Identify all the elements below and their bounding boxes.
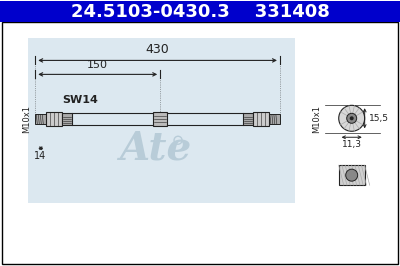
Text: 15,5: 15,5 — [369, 114, 389, 123]
Bar — [243, 113, 253, 125]
Text: 14: 14 — [34, 151, 46, 161]
Bar — [253, 112, 269, 126]
Bar — [339, 165, 365, 185]
Circle shape — [347, 113, 357, 123]
Bar — [35, 114, 46, 124]
Text: 150: 150 — [87, 60, 108, 70]
Bar — [0, 1, 400, 23]
Text: M10x1: M10x1 — [22, 105, 31, 133]
Circle shape — [350, 116, 354, 120]
Text: Ate: Ate — [119, 129, 191, 167]
Text: 24.5103-0430.3    331408: 24.5103-0430.3 331408 — [70, 2, 330, 20]
Circle shape — [339, 105, 365, 131]
Bar — [46, 112, 62, 126]
Text: 430: 430 — [145, 43, 169, 56]
Text: M10x1: M10x1 — [312, 105, 321, 133]
Text: 11,3: 11,3 — [342, 140, 362, 149]
Text: SW14: SW14 — [62, 95, 98, 105]
Circle shape — [346, 169, 358, 181]
Bar — [28, 39, 295, 203]
Bar — [153, 112, 167, 126]
Bar — [269, 114, 280, 124]
Bar — [62, 113, 72, 125]
